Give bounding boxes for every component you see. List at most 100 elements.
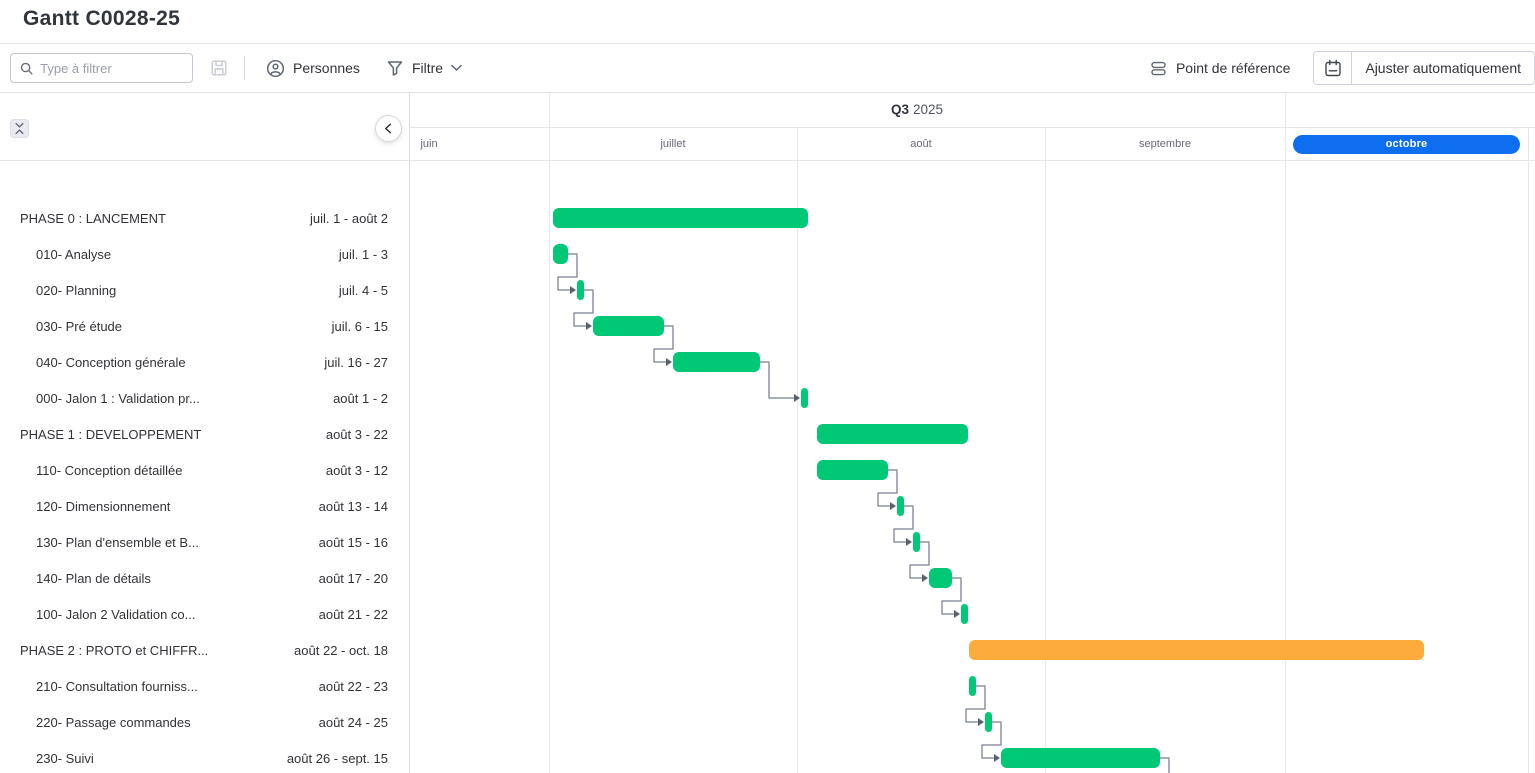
dependency-arrowhead bbox=[666, 358, 672, 366]
gantt-canvas bbox=[553, 208, 1424, 773]
task-label: 110- Conception détaillée bbox=[36, 462, 183, 478]
gridline bbox=[1045, 128, 1046, 773]
dependency-arrowhead bbox=[890, 502, 896, 510]
task-row[interactable]: 030- Pré étude juil. 6 - 15 bbox=[0, 308, 409, 344]
gantt-bar[interactable] bbox=[553, 244, 568, 264]
gantt-bar[interactable] bbox=[897, 496, 904, 516]
task-label: 120- Dimensionnement bbox=[36, 498, 171, 514]
gantt-bar[interactable] bbox=[577, 280, 584, 300]
chevron-down-icon bbox=[451, 64, 462, 71]
toolbar-divider bbox=[244, 56, 245, 80]
task-label: PHASE 0 : LANCEMENT bbox=[20, 210, 166, 226]
task-dates: août 24 - 25 bbox=[318, 714, 388, 730]
baseline-icon bbox=[1151, 61, 1166, 75]
task-row[interactable]: 000- Jalon 1 : Validation pr... août 1 - … bbox=[0, 380, 409, 416]
task-row[interactable]: 010- Analyse juil. 1 - 3 bbox=[0, 236, 409, 272]
gantt-bar[interactable] bbox=[817, 460, 888, 480]
gridline bbox=[549, 93, 550, 773]
toolbar: Personnes Filtre Point de référence bbox=[0, 44, 1535, 93]
task-dates: août 17 - 20 bbox=[318, 570, 388, 586]
gantt-bar[interactable] bbox=[929, 568, 952, 588]
calendar-button[interactable] bbox=[1314, 52, 1353, 84]
gantt-bar[interactable] bbox=[961, 604, 968, 624]
task-row[interactable]: 120- Dimensionnement août 13 - 14 bbox=[0, 488, 409, 524]
filtre-label: Filtre bbox=[411, 60, 444, 76]
task-row[interactable]: PHASE 2 : PROTO et CHIFFR... août 22 - oc… bbox=[0, 632, 409, 668]
task-label: PHASE 2 : PROTO et CHIFFR... bbox=[20, 642, 209, 658]
task-row[interactable]: PHASE 1 : DEVELOPPEMENT août 3 - 22 bbox=[0, 416, 409, 452]
autofit-label: Ajuster automatiquement bbox=[1365, 60, 1521, 76]
task-dates: juil. 1 - 3 bbox=[338, 246, 388, 262]
dependency-arrowhead bbox=[994, 754, 1000, 762]
task-dates: août 1 - 2 bbox=[333, 390, 388, 406]
task-panel-header bbox=[0, 93, 409, 161]
calendar-icon bbox=[1325, 59, 1341, 77]
month-label: septembre bbox=[1139, 138, 1191, 150]
person-icon bbox=[266, 59, 285, 77]
gantt-bar[interactable] bbox=[913, 532, 920, 552]
search-box[interactable] bbox=[10, 53, 193, 83]
task-label: 100- Jalon 2 Validation co... bbox=[36, 606, 196, 622]
gridline bbox=[797, 128, 798, 773]
autofit-button[interactable]: Ajuster automatiquement bbox=[1352, 52, 1534, 84]
filter-icon bbox=[387, 61, 403, 76]
task-label: 040- Conception générale bbox=[36, 354, 186, 370]
gantt-bar[interactable] bbox=[801, 388, 808, 408]
task-row[interactable]: 130- Plan d'ensemble et B... août 15 - 16 bbox=[0, 524, 409, 560]
task-row[interactable]: 210- Consultation fourniss... août 22 - 2… bbox=[0, 668, 409, 704]
task-row[interactable]: 040- Conception générale juil. 16 - 27 bbox=[0, 344, 409, 380]
dependency-connector bbox=[941, 577, 962, 615]
quarter-header-row: Q3 2025 bbox=[410, 93, 1535, 128]
dependency-arrowhead bbox=[906, 538, 912, 546]
collapse-all-icon bbox=[15, 122, 24, 135]
task-label: 010- Analyse bbox=[36, 246, 112, 262]
filtre-button[interactable]: Filtre bbox=[377, 53, 471, 83]
dependency-connector bbox=[1160, 757, 1170, 773]
task-row[interactable]: 140- Plan de détails août 17 - 20 bbox=[0, 560, 409, 596]
personnes-button[interactable]: Personnes bbox=[257, 53, 369, 84]
search-input[interactable] bbox=[40, 60, 183, 76]
gantt-bar[interactable] bbox=[969, 640, 1424, 660]
task-row[interactable]: 230- Suivi août 26 - sept. 15 bbox=[0, 740, 409, 773]
task-row[interactable]: 220- Passage commandes août 24 - 25 bbox=[0, 704, 409, 740]
save-view-button[interactable] bbox=[206, 55, 232, 81]
gantt-bar[interactable] bbox=[969, 676, 976, 696]
dependency-connector bbox=[760, 361, 795, 399]
task-row[interactable]: 100- Jalon 2 Validation co... août 21 - 2… bbox=[0, 596, 409, 632]
search-icon bbox=[20, 62, 33, 75]
autofit-group: Ajuster automatiquement bbox=[1313, 51, 1535, 85]
task-row[interactable]: PHASE 0 : LANCEMENT juil. 1 - août 2 bbox=[0, 200, 409, 236]
quarter-year: 2025 bbox=[912, 102, 944, 117]
gantt-bar[interactable] bbox=[1001, 748, 1160, 768]
gantt-bar[interactable] bbox=[553, 208, 808, 228]
point-de-reference-button[interactable]: Point de référence bbox=[1140, 53, 1299, 84]
task-dates: août 22 - oct. 18 bbox=[294, 642, 388, 658]
task-label: 140- Plan de détails bbox=[36, 570, 151, 586]
collapse-all-button[interactable] bbox=[10, 119, 29, 138]
collapse-panel-button[interactable] bbox=[375, 115, 402, 142]
task-label: 030- Pré étude bbox=[36, 318, 123, 334]
dependency-connector bbox=[965, 685, 986, 723]
dependency-connector bbox=[573, 289, 594, 327]
task-row[interactable]: 020- Planning juil. 4 - 5 bbox=[0, 272, 409, 308]
dependency-arrowhead bbox=[586, 322, 592, 330]
gantt-bar[interactable] bbox=[817, 424, 968, 444]
dependency-connector bbox=[909, 541, 930, 579]
task-label: 220- Passage commandes bbox=[36, 714, 191, 730]
task-dates: juil. 4 - 5 bbox=[338, 282, 388, 298]
gantt-bar[interactable] bbox=[593, 316, 664, 336]
chevron-left-icon bbox=[384, 123, 392, 134]
task-label: 230- Suivi bbox=[36, 750, 94, 766]
gantt-bar[interactable] bbox=[673, 352, 760, 372]
task-dates: août 15 - 16 bbox=[318, 534, 388, 550]
gantt-bar[interactable] bbox=[985, 712, 992, 732]
dependency-connector bbox=[557, 253, 578, 291]
chart-grid bbox=[410, 93, 1535, 773]
dependency-arrowhead bbox=[794, 394, 800, 402]
dependency-connector bbox=[653, 325, 674, 363]
dependency-connector bbox=[893, 505, 914, 543]
save-icon bbox=[211, 60, 227, 76]
quarter-label: Q3 2025 bbox=[891, 93, 943, 127]
task-row[interactable]: 110- Conception détaillée août 3 - 12 bbox=[0, 452, 409, 488]
